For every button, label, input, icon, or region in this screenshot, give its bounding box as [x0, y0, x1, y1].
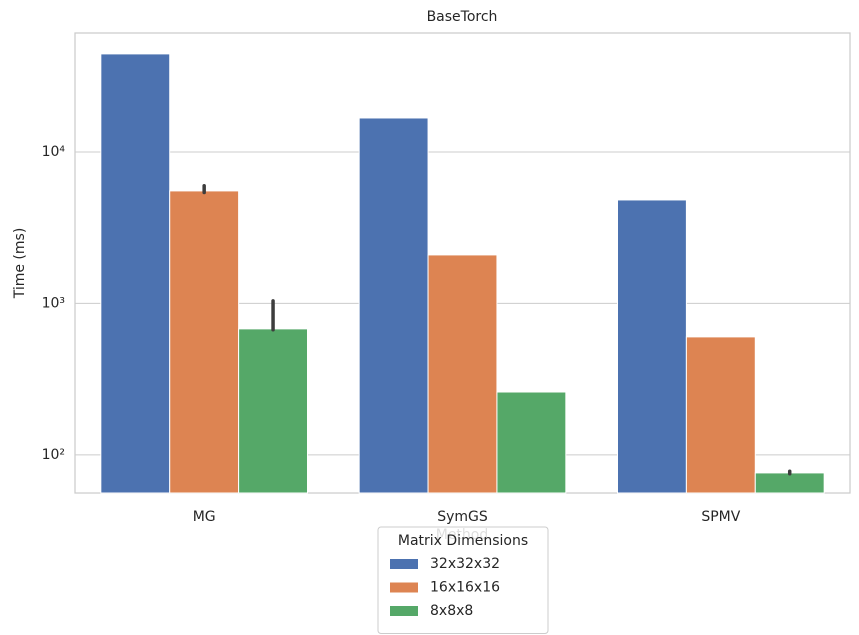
bar [100, 53, 171, 494]
bar [617, 199, 687, 494]
legend-label: 32x32x32 [430, 556, 500, 572]
legend-title: Matrix Dimensions [398, 533, 528, 549]
x-tick-label: MG [193, 509, 216, 525]
y-tick-label: 10² [42, 447, 65, 463]
x-tick-label: SPMV [701, 509, 740, 525]
legend-label: 8x8x8 [430, 603, 473, 619]
bar [754, 472, 825, 494]
bar [685, 336, 756, 494]
legend-label: 16x16x16 [430, 580, 500, 596]
legend-box [377, 526, 549, 634]
legend-swatch [390, 606, 418, 616]
chart-title: BaseTorch [427, 9, 498, 25]
bar [496, 391, 567, 494]
legend-swatch [390, 559, 418, 569]
legend-swatch [390, 582, 418, 593]
x-tick-label: SymGS [437, 509, 488, 525]
y-tick-label: 10³ [42, 295, 65, 311]
bar [358, 117, 429, 494]
bar [427, 254, 498, 494]
bar [238, 328, 308, 494]
y-axis-label: Time (ms) [12, 228, 28, 300]
y-tick-label: 10⁴ [42, 144, 66, 160]
bar [169, 190, 240, 494]
